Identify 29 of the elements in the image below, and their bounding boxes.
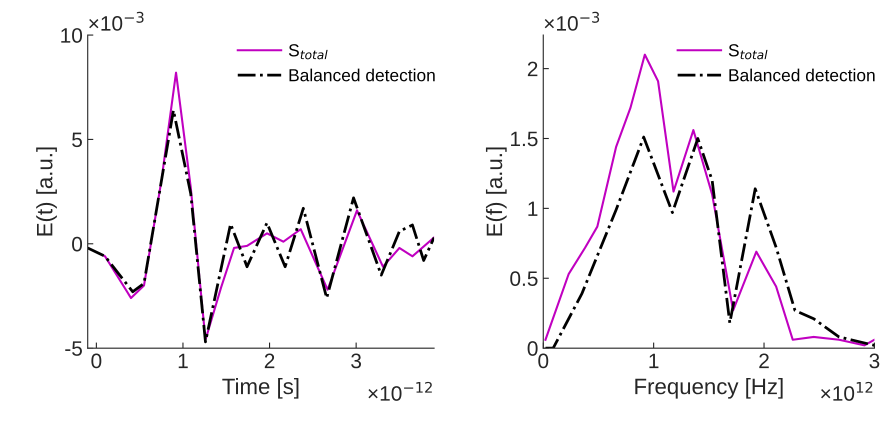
y-tick-label: 1.5 [511,132,538,146]
y-tick-label: -5 [65,341,82,356]
legend-label: S$_{total}$ [288,44,328,60]
text: ×10$^{12}$ [821,382,872,401]
x-tick-label: 2 [759,354,769,368]
y-tick-label: 10 [61,28,82,43]
y-tick-label: 0.5 [510,271,538,286]
x-axis-title: Frequency [Hz] [635,378,783,399]
x-tick-label: 0 [538,354,548,368]
y-tick-label: 5 [72,132,82,148]
y-axis-title: E(f) [a.u.] [486,147,507,236]
x-tick-label: 1 [649,354,658,368]
x-tick-label: 2 [264,354,274,368]
x-tick-label: 3 [351,354,362,368]
legend-label: S$_{total}$ [728,44,768,60]
text: ×10$^{−12}$ [368,382,432,401]
y-tick-label: 2 [528,62,538,76]
y-axis-title: E(t) [a.u.] [36,147,57,236]
y-tick-label: 0 [72,236,82,252]
x-tick-label: 1 [178,354,188,368]
text: ×10$^{−3}$ [89,12,144,31]
text: ×10$^{−3}$ [544,12,600,31]
legend-label: Balanced detection [290,68,435,82]
x-tick-label: 0 [91,354,102,368]
x-tick-label: 3 [869,354,880,368]
y-tick-label: 1 [528,202,538,216]
x-axis-title: Time [s] [222,378,298,399]
y-tick-label: 0 [528,341,538,356]
legend-label: Balanced detection [729,68,875,82]
